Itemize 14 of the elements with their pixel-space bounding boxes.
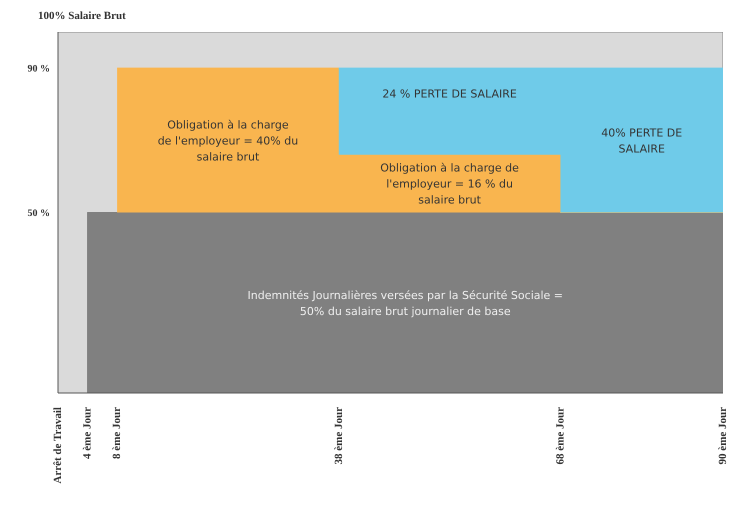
x-tick-label: 38 ème Jour xyxy=(332,406,345,464)
y-axis-title: 100% Salaire Brut xyxy=(38,10,126,22)
x-tick-label: 90 ème Jour xyxy=(717,406,729,464)
annotation: Indemnités Journalières versées par la Sécurité Sociale = 50% du salaire brut journalier de base xyxy=(248,288,564,318)
annotation: 40% PERTE DE SALAIRE xyxy=(601,126,682,155)
annotation: Obligation à la charge de l'employeur = 16 % du salaire brut xyxy=(380,161,520,206)
y-tick-label: 90 % xyxy=(28,64,50,75)
x-tick-label: Arrêt de Travail xyxy=(52,407,64,484)
annotation: 24 % PERTE DE SALAIRE xyxy=(382,86,517,100)
x-tick-label: 4 ème Jour xyxy=(82,406,94,459)
annotation: Obligation à la charge de l'employeur = 40% du salaire brut xyxy=(158,118,298,163)
y-tick-label: 50 % xyxy=(28,208,50,220)
x-tick-label: 68 ème Jour xyxy=(554,406,566,464)
x-tick-label: 8 ème Jour xyxy=(111,406,124,459)
